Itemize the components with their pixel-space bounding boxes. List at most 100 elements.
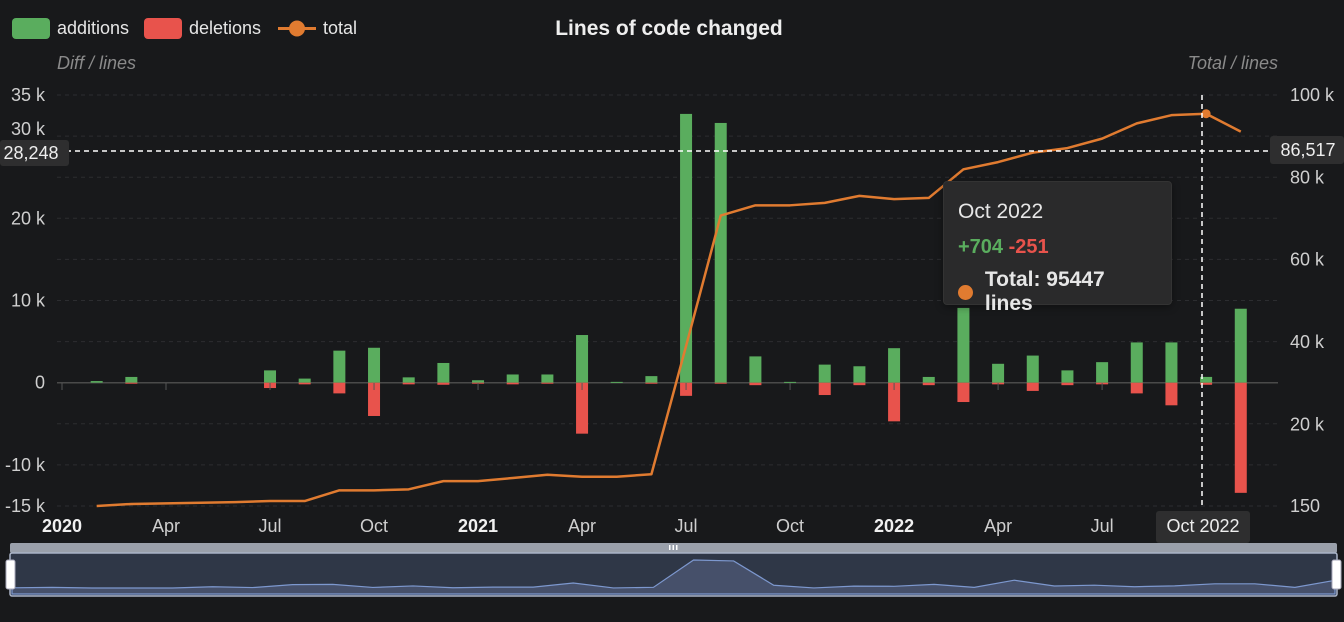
right-axis-name: Total / lines <box>1188 53 1278 73</box>
slider-handle-right[interactable] <box>1331 559 1342 590</box>
crosshair-x-badge <box>1156 511 1250 543</box>
crosshair-right-value: 86,517 <box>1280 140 1335 160</box>
left-tick-label: 35 k <box>11 85 46 105</box>
left-tick-label: -15 k <box>5 496 46 516</box>
legend-label: additions <box>57 18 129 38</box>
deletions-bar <box>1234 382 1247 493</box>
left-tick-label: 0 <box>35 373 45 393</box>
additions-bar <box>437 362 450 383</box>
additions-bar <box>402 377 415 383</box>
legend-additions[interactable]: additions <box>12 18 129 39</box>
deletions-bar <box>1026 382 1039 391</box>
additions-bar <box>610 381 623 383</box>
deletions-bar <box>1061 382 1074 386</box>
x-tick-label: Oct <box>360 516 388 536</box>
total-swatch-dot <box>289 20 305 37</box>
deletions-bar <box>749 382 762 386</box>
additions-bar <box>1026 355 1039 383</box>
additions-bar <box>125 376 138 383</box>
deletions-bar <box>714 382 727 384</box>
additions-bar <box>1200 376 1213 383</box>
slider-grip-icon <box>669 545 678 550</box>
legend-total[interactable]: total <box>278 18 357 38</box>
right-tick-label: 100 k <box>1290 85 1335 105</box>
additions-bar <box>1234 308 1247 383</box>
crosshair-x-value: Oct 2022 <box>1166 516 1239 536</box>
right-tick-label: 60 k <box>1290 250 1325 270</box>
legend-deletions[interactable]: deletions <box>144 18 261 39</box>
deletions-bar <box>437 382 450 385</box>
tooltip-additions: +704 <box>958 236 1004 258</box>
deletions-bar <box>506 382 519 385</box>
additions-bar <box>333 350 346 383</box>
x-axis: 2020 Apr Jul Oct 2021 Apr Jul Oct 2022 Apr Jul <box>42 383 1114 536</box>
grid <box>57 94 1278 507</box>
x-tick-label: Apr <box>568 516 596 536</box>
additions-bar <box>298 378 311 383</box>
deletions-bar <box>645 382 658 384</box>
crosshair-right-badge <box>1270 136 1344 164</box>
crosshair: 28,248 86,517 Oct 2022 <box>0 95 1344 543</box>
additions-swatch <box>12 18 50 39</box>
deletions-bar <box>1200 382 1213 385</box>
x-tick-label: 2021 <box>458 516 498 536</box>
deletions-bar <box>853 382 866 386</box>
x-tick-label: Apr <box>984 516 1012 536</box>
x-tick-label: Apr <box>152 516 180 536</box>
left-tick-label: 30 k <box>11 119 46 139</box>
deletions-bar <box>957 382 970 403</box>
data-zoom-slider[interactable] <box>5 543 1342 597</box>
additions-bar <box>749 356 762 383</box>
total-point-hover <box>1201 109 1211 119</box>
chart-title: Lines of code changed <box>555 17 783 40</box>
deletions-bar <box>922 382 935 386</box>
total-marker-icon <box>958 284 973 300</box>
y-axis-labels: 35 k 30 k 20 k 10 k 0 -10 k -15 k 100 k 80 k 60 k… <box>5 85 1335 516</box>
deletions-bar <box>402 382 415 385</box>
tooltip: Oct 2022 +704 -251 Total: 95447 lines <box>943 181 1172 315</box>
additions-bar <box>264 370 277 383</box>
additions-bar <box>90 381 103 383</box>
left-axis-name: Diff / lines <box>57 53 136 73</box>
additions-bar <box>818 364 831 383</box>
deletions-bar <box>1165 382 1178 406</box>
deletions-bar <box>888 382 901 422</box>
deletions-swatch <box>144 18 182 39</box>
slider-handle-left[interactable] <box>5 559 16 590</box>
right-tick-label: 150 <box>1290 496 1320 516</box>
x-tick-label: Jul <box>1091 516 1114 536</box>
additions-bar <box>506 374 519 383</box>
crosshair-left-value: 28,248 <box>3 143 58 163</box>
additions-bar <box>888 348 901 383</box>
additions-bar <box>714 122 727 383</box>
right-tick-label: 40 k <box>1290 332 1325 352</box>
legend-label: total <box>323 18 357 38</box>
crosshair-left-badge <box>0 140 69 166</box>
tooltip-total: Total: 95447 lines <box>958 268 1157 316</box>
additions-bar <box>784 381 797 383</box>
right-tick-label: 20 k <box>1290 414 1325 434</box>
additions-bar <box>368 347 381 383</box>
deletions-bar <box>576 382 589 434</box>
deletions-bar <box>818 382 831 396</box>
additions-bar <box>853 366 866 383</box>
legend: additions deletions total <box>12 18 357 39</box>
right-tick-label: 80 k <box>1290 167 1325 187</box>
tooltip-total-text: Total: 95447 lines <box>984 268 1105 315</box>
left-tick-label: 10 k <box>11 291 46 311</box>
left-tick-label: 20 k <box>11 208 46 228</box>
legend-label: deletions <box>189 18 261 38</box>
additions-bar <box>992 363 1005 383</box>
additions-bar <box>645 376 658 383</box>
deletions-bar <box>541 382 554 384</box>
deletions-bar <box>298 382 311 385</box>
additions-bar <box>957 307 970 383</box>
x-tick-label: Oct <box>776 516 804 536</box>
additions-bar <box>1130 342 1143 383</box>
deletions-bar <box>125 382 138 384</box>
tooltip-diff: +704 -251 <box>958 236 1157 259</box>
additions-bar <box>1165 342 1178 383</box>
deletions-bar <box>368 382 381 416</box>
slider-sparkline <box>11 559 1336 595</box>
